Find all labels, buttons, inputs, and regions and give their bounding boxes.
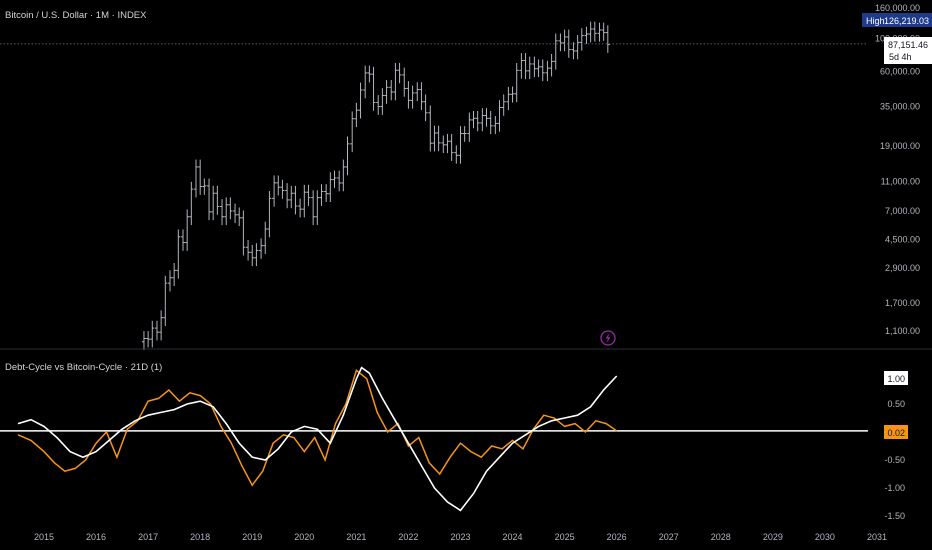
series-white-line <box>17 366 618 512</box>
time-tick-label: 2028 <box>711 532 731 542</box>
high-value: 126,219.03 <box>884 16 929 26</box>
price-tick-label: 4,500.00 <box>885 235 920 245</box>
last-price-value: 87,151.46 <box>888 40 928 50</box>
high-label: High <box>866 16 885 26</box>
time-tick-label: 2031 <box>867 532 887 542</box>
time-tick-label: 2015 <box>34 532 54 542</box>
main-chart-title: Bitcoin / U.S. Dollar · 1M · INDEX <box>5 10 147 21</box>
bar-countdown: 5d 4h <box>889 52 912 62</box>
time-tick-label: 2019 <box>242 532 262 542</box>
time-tick-label: 2017 <box>138 532 158 542</box>
time-tick-label: 2026 <box>607 532 627 542</box>
time-tick-label: 2023 <box>450 532 470 542</box>
high-badge: High 126,219.03 <box>862 13 932 27</box>
time-tick-label: 2024 <box>503 532 523 542</box>
time-tick-label: 2029 <box>763 532 783 542</box>
price-tick-label: 7,000.00 <box>885 206 920 216</box>
oscillator-axis[interactable]: 0.50 -0.50 -1.00 -1.50 <box>884 399 905 521</box>
time-tick-label: 2030 <box>815 532 835 542</box>
price-pane[interactable] <box>0 21 868 351</box>
time-tick-label: 2018 <box>190 532 210 542</box>
white-series-value: 1.00 <box>887 374 905 384</box>
oscillator-tick-label: -1.50 <box>884 511 905 521</box>
oscillator-tick-label: -0.50 <box>884 455 905 465</box>
price-tick-label: 19,000.00 <box>880 141 920 151</box>
time-axis[interactable]: 2015 2016 2017 2018 2019 2020 2021 2022 2023 2024… <box>34 532 887 542</box>
oscillator-tick-label: 0.50 <box>887 399 905 409</box>
time-tick-label: 2016 <box>86 532 106 542</box>
oscillator-pane[interactable] <box>0 366 868 512</box>
price-tick-label: 11,000.00 <box>881 177 920 187</box>
price-tick-label: 60,000.00 <box>880 67 920 77</box>
price-tick-label: 160,000.00 <box>875 3 920 13</box>
oscillator-tick-label: -1.00 <box>884 483 905 493</box>
time-tick-label: 2022 <box>398 532 418 542</box>
price-tick-label: 2,900.00 <box>885 263 920 273</box>
price-candles <box>141 21 610 351</box>
price-tick-label: 35,000.00 <box>880 102 920 112</box>
orange-value-badge: 0.02 <box>884 425 908 439</box>
series-orange-line <box>17 369 618 487</box>
last-price-badge: 87,151.46 5d 4h <box>884 37 932 64</box>
time-tick-label: 2025 <box>555 532 575 542</box>
time-tick-label: 2020 <box>294 532 314 542</box>
indicator-title: Debt-Cycle vs Bitcoin-Cycle · 21D (1) <box>5 362 162 373</box>
orange-series-value: 0.02 <box>887 428 905 438</box>
price-axis[interactable]: 160,000.00100,000.0060,000.0035,000.0019… <box>875 3 920 336</box>
time-tick-label: 2027 <box>659 532 679 542</box>
white-value-badge: 1.00 <box>884 371 908 385</box>
lightning-bolt-icon[interactable] <box>600 330 616 346</box>
time-tick-label: 2021 <box>346 532 366 542</box>
price-tick-label: 1,700.00 <box>885 298 920 308</box>
price-tick-label: 1,100.00 <box>885 326 920 336</box>
